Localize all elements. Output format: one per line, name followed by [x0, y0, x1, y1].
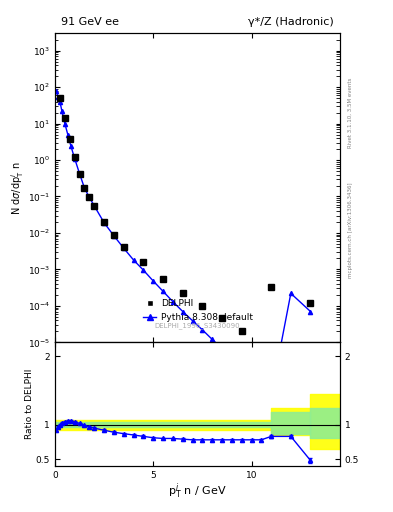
DELPHI	[269, 284, 274, 290]
Pythia 8.308 default	[58, 99, 62, 105]
Pythia 8.308 default	[77, 170, 82, 177]
Pythia 8.308 default	[220, 345, 224, 351]
Pythia 8.308 default	[171, 298, 175, 305]
Pythia 8.308 default	[288, 290, 293, 296]
DELPHI	[77, 170, 82, 177]
Pythia 8.308 default	[200, 327, 205, 333]
Pythia 8.308 default	[72, 156, 77, 162]
Pythia 8.308 default	[269, 392, 274, 398]
Text: mcplots.cern.ch [arXiv:1306.3436]: mcplots.cern.ch [arXiv:1306.3436]	[348, 183, 353, 278]
Pythia 8.308 default	[210, 336, 215, 343]
Pythia 8.308 default	[92, 203, 97, 209]
Y-axis label: N d$\sigma$/dp$_\mathrm{T}^i$ n: N d$\sigma$/dp$_\mathrm{T}^i$ n	[9, 161, 26, 215]
Pythia 8.308 default	[60, 108, 64, 114]
DELPHI	[87, 194, 92, 200]
Pythia 8.308 default	[230, 354, 234, 360]
Text: Rivet 3.1.10, 3.5M events: Rivet 3.1.10, 3.5M events	[348, 77, 353, 148]
Pythia 8.308 default	[87, 195, 92, 201]
Pythia 8.308 default	[308, 308, 313, 314]
DELPHI	[62, 115, 67, 121]
DELPHI	[102, 219, 107, 225]
Text: DELPHI_1996_S3430090: DELPHI_1996_S3430090	[155, 322, 240, 329]
Pythia 8.308 default	[141, 267, 146, 273]
Pythia 8.308 default	[121, 245, 126, 251]
DELPHI	[121, 244, 126, 250]
Pythia 8.308 default	[82, 185, 87, 191]
Pythia 8.308 default	[180, 308, 185, 314]
Line: DELPHI: DELPHI	[57, 95, 313, 333]
Text: γ*/Z (Hadronic): γ*/Z (Hadronic)	[248, 17, 334, 27]
Line: Pythia 8.308 default: Pythia 8.308 default	[54, 89, 312, 397]
Legend: DELPHI, Pythia 8.308 default: DELPHI, Pythia 8.308 default	[139, 296, 257, 326]
DELPHI	[82, 185, 87, 191]
DELPHI	[161, 276, 165, 282]
X-axis label: p$_\mathrm{T}^i$ n / GeV: p$_\mathrm{T}^i$ n / GeV	[168, 481, 227, 501]
DELPHI	[72, 154, 77, 160]
Pythia 8.308 default	[131, 257, 136, 263]
DELPHI	[58, 95, 62, 101]
Pythia 8.308 default	[112, 233, 116, 239]
Pythia 8.308 default	[53, 88, 59, 94]
Pythia 8.308 default	[249, 373, 254, 379]
Pythia 8.308 default	[56, 94, 61, 100]
DELPHI	[200, 303, 205, 309]
Y-axis label: Ratio to DELPHI: Ratio to DELPHI	[26, 369, 35, 439]
Pythia 8.308 default	[65, 132, 70, 138]
DELPHI	[92, 203, 97, 209]
DELPHI	[112, 231, 116, 238]
DELPHI	[239, 328, 244, 334]
Pythia 8.308 default	[68, 142, 73, 148]
Pythia 8.308 default	[102, 220, 107, 226]
Text: 91 GeV ee: 91 GeV ee	[61, 17, 119, 27]
Pythia 8.308 default	[239, 364, 244, 370]
Pythia 8.308 default	[151, 278, 156, 284]
Pythia 8.308 default	[190, 317, 195, 324]
DELPHI	[141, 259, 146, 265]
Pythia 8.308 default	[259, 382, 264, 389]
DELPHI	[68, 136, 72, 142]
DELPHI	[308, 300, 313, 306]
DELPHI	[220, 315, 224, 322]
Pythia 8.308 default	[161, 288, 165, 294]
Pythia 8.308 default	[62, 120, 67, 126]
DELPHI	[180, 290, 185, 296]
